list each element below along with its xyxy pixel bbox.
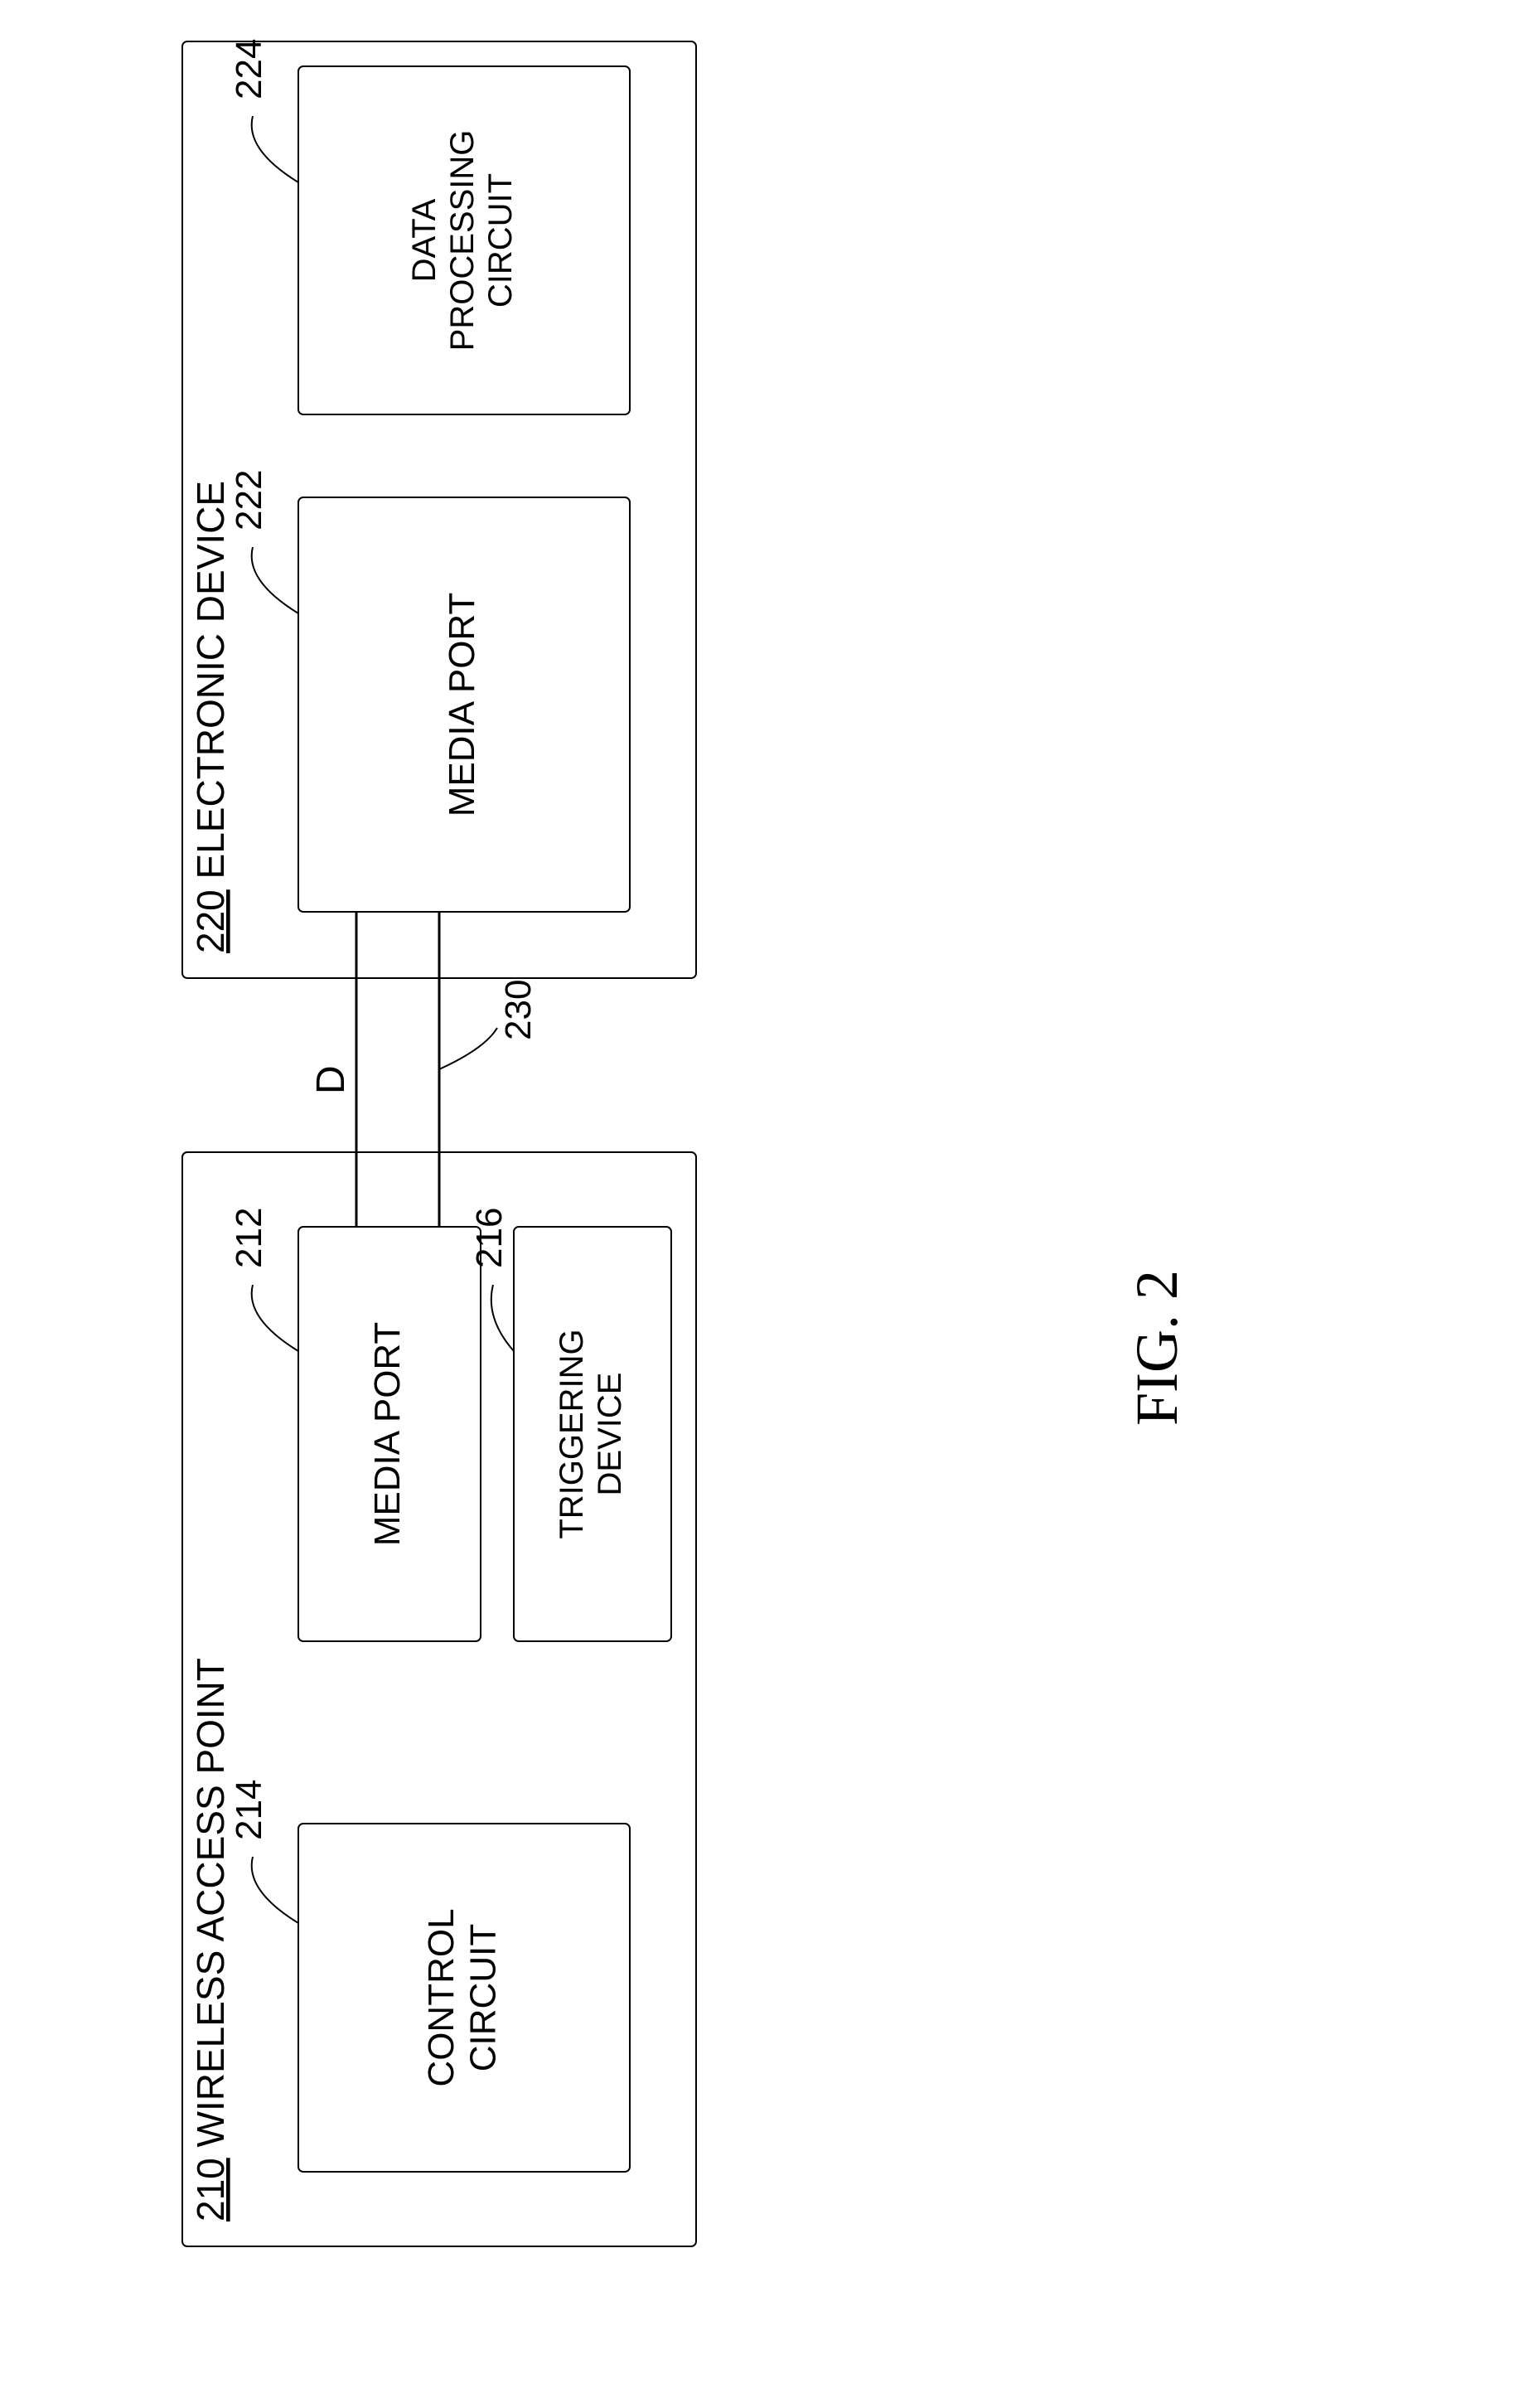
svg-text:230: 230	[498, 980, 539, 1040]
svg-text:DEVICE: DEVICE	[592, 1373, 628, 1496]
svg-text:MEDIA PORT: MEDIA PORT	[442, 593, 482, 817]
svg-text:D: D	[309, 1065, 353, 1094]
svg-text:CIRCUIT: CIRCUIT	[482, 173, 519, 308]
svg-text:CONTROL: CONTROL	[421, 1908, 462, 2086]
svg-text:210 WIRELESS ACCESS POINT: 210 WIRELESS ACCESS POINT	[189, 1658, 232, 2221]
diagram-figure: 210 WIRELESS ACCESS POINT 220 ELECTRONIC …	[0, 0, 1519, 2408]
svg-text:TRIGGERING: TRIGGERING	[554, 1329, 590, 1538]
svg-text:224: 224	[229, 39, 269, 99]
svg-text:214: 214	[229, 1780, 269, 1840]
svg-text:222: 222	[229, 470, 269, 531]
svg-text:MEDIA PORT: MEDIA PORT	[367, 1322, 408, 1547]
svg-text:212: 212	[229, 1208, 269, 1268]
svg-text:CIRCUIT: CIRCUIT	[462, 1924, 503, 2071]
svg-text:220 ELECTRONIC DEVICE: 220 ELECTRONIC DEVICE	[189, 481, 232, 953]
svg-text:PROCESSING: PROCESSING	[444, 130, 481, 351]
svg-text:DATA: DATA	[406, 198, 443, 282]
svg-text:FIG. 2: FIG. 2	[1124, 1270, 1190, 1426]
svg-text:216: 216	[469, 1208, 510, 1268]
